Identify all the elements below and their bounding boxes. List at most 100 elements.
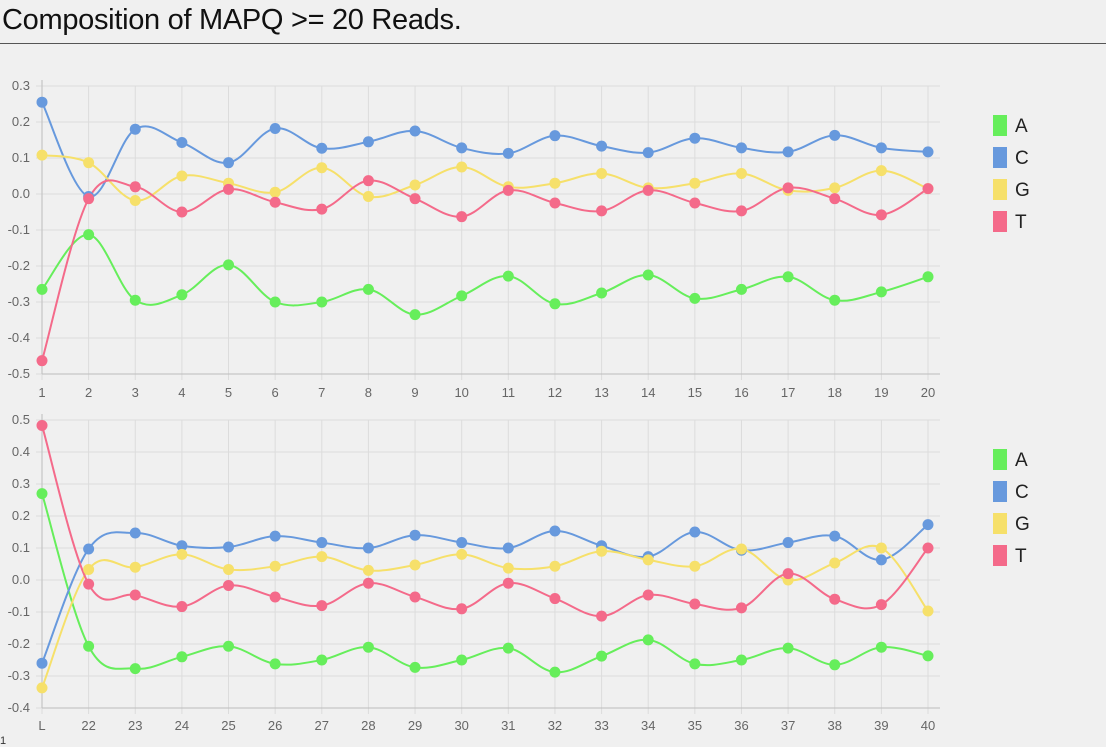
data-point-T[interactable] xyxy=(689,598,701,610)
data-point-A[interactable] xyxy=(456,290,468,302)
data-point-C[interactable] xyxy=(502,147,514,159)
data-point-T[interactable] xyxy=(269,196,281,208)
data-point-A[interactable] xyxy=(782,271,794,283)
data-point-G[interactable] xyxy=(735,543,747,555)
data-point-C[interactable] xyxy=(176,137,188,149)
legend-item-A[interactable]: A xyxy=(993,449,1028,471)
data-point-C[interactable] xyxy=(223,157,235,169)
data-point-G[interactable] xyxy=(642,554,654,566)
data-point-C[interactable] xyxy=(316,142,328,154)
data-point-C[interactable] xyxy=(316,537,328,549)
data-point-T[interactable] xyxy=(549,197,561,209)
data-point-T[interactable] xyxy=(875,209,887,221)
data-point-A[interactable] xyxy=(269,296,281,308)
data-point-C[interactable] xyxy=(129,123,141,135)
data-point-C[interactable] xyxy=(223,541,235,553)
data-point-T[interactable] xyxy=(176,601,188,613)
data-point-T[interactable] xyxy=(223,183,235,195)
data-point-T[interactable] xyxy=(456,603,468,615)
data-point-G[interactable] xyxy=(829,182,841,194)
data-point-G[interactable] xyxy=(549,177,561,189)
data-point-C[interactable] xyxy=(875,142,887,154)
data-point-A[interactable] xyxy=(549,666,561,678)
data-point-G[interactable] xyxy=(362,564,374,576)
data-point-G[interactable] xyxy=(735,167,747,179)
data-point-C[interactable] xyxy=(36,657,48,669)
data-point-A[interactable] xyxy=(829,659,841,671)
data-point-T[interactable] xyxy=(829,193,841,205)
data-point-C[interactable] xyxy=(502,542,514,554)
data-point-A[interactable] xyxy=(83,640,95,652)
data-point-T[interactable] xyxy=(922,183,934,195)
data-point-A[interactable] xyxy=(502,270,514,282)
data-point-T[interactable] xyxy=(362,577,374,589)
data-point-T[interactable] xyxy=(83,578,95,590)
data-point-C[interactable] xyxy=(782,146,794,158)
data-point-C[interactable] xyxy=(689,526,701,538)
data-point-G[interactable] xyxy=(269,560,281,572)
data-point-A[interactable] xyxy=(223,259,235,271)
data-point-G[interactable] xyxy=(316,162,328,174)
data-point-A[interactable] xyxy=(875,286,887,298)
data-point-A[interactable] xyxy=(36,283,48,295)
data-point-C[interactable] xyxy=(456,537,468,549)
data-point-T[interactable] xyxy=(782,568,794,580)
data-point-T[interactable] xyxy=(642,184,654,196)
data-point-A[interactable] xyxy=(596,287,608,299)
data-point-C[interactable] xyxy=(549,130,561,142)
data-point-A[interactable] xyxy=(129,294,141,306)
data-point-C[interactable] xyxy=(36,96,48,108)
data-point-T[interactable] xyxy=(829,593,841,605)
data-point-G[interactable] xyxy=(223,563,235,575)
data-point-A[interactable] xyxy=(642,269,654,281)
data-point-C[interactable] xyxy=(689,132,701,144)
data-point-G[interactable] xyxy=(129,194,141,206)
data-point-G[interactable] xyxy=(409,559,421,571)
data-point-G[interactable] xyxy=(689,177,701,189)
data-point-T[interactable] xyxy=(269,591,281,603)
data-point-G[interactable] xyxy=(922,605,934,617)
data-point-C[interactable] xyxy=(362,542,374,554)
data-point-G[interactable] xyxy=(362,191,374,203)
data-point-G[interactable] xyxy=(36,149,48,161)
data-point-A[interactable] xyxy=(689,292,701,304)
data-point-T[interactable] xyxy=(922,542,934,554)
data-point-A[interactable] xyxy=(83,229,95,241)
data-point-G[interactable] xyxy=(456,161,468,173)
data-point-G[interactable] xyxy=(549,560,561,572)
data-point-G[interactable] xyxy=(596,545,608,557)
data-point-G[interactable] xyxy=(456,548,468,560)
data-point-G[interactable] xyxy=(875,165,887,177)
data-point-A[interactable] xyxy=(782,642,794,654)
data-point-T[interactable] xyxy=(36,419,48,431)
data-point-T[interactable] xyxy=(642,589,654,601)
data-point-C[interactable] xyxy=(642,147,654,159)
data-point-T[interactable] xyxy=(409,591,421,603)
data-point-G[interactable] xyxy=(176,170,188,182)
data-point-C[interactable] xyxy=(875,554,887,566)
data-point-A[interactable] xyxy=(316,654,328,666)
data-point-A[interactable] xyxy=(409,309,421,321)
data-point-T[interactable] xyxy=(129,589,141,601)
data-point-C[interactable] xyxy=(735,142,747,154)
data-point-C[interactable] xyxy=(829,530,841,542)
data-point-G[interactable] xyxy=(829,557,841,569)
data-point-A[interactable] xyxy=(502,642,514,654)
data-point-T[interactable] xyxy=(362,175,374,187)
data-point-A[interactable] xyxy=(362,641,374,653)
data-point-A[interactable] xyxy=(875,641,887,653)
data-point-A[interactable] xyxy=(689,658,701,670)
data-point-A[interactable] xyxy=(362,283,374,295)
data-point-A[interactable] xyxy=(409,661,421,673)
data-point-G[interactable] xyxy=(875,542,887,554)
legend-item-T[interactable]: T xyxy=(993,211,1027,233)
legend-item-G[interactable]: G xyxy=(993,513,1030,535)
data-point-A[interactable] xyxy=(735,283,747,295)
legend-item-A[interactable]: A xyxy=(993,115,1028,137)
data-point-C[interactable] xyxy=(456,142,468,154)
data-point-T[interactable] xyxy=(316,203,328,215)
data-point-A[interactable] xyxy=(129,663,141,675)
data-point-T[interactable] xyxy=(502,577,514,589)
legend-item-T[interactable]: T xyxy=(993,545,1027,567)
data-point-G[interactable] xyxy=(176,548,188,560)
